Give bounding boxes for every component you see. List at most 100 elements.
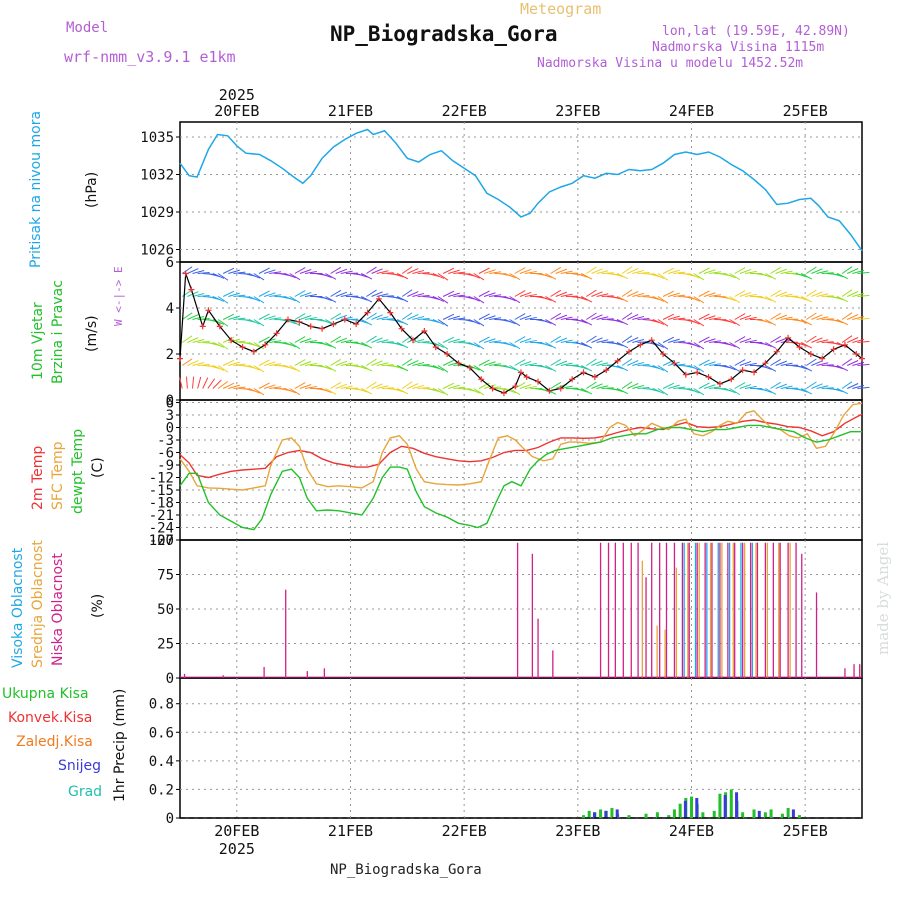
wind-barb [524,339,537,343]
wind-barb [811,268,823,274]
wind-barb [396,342,409,349]
wind-barb [253,342,265,350]
wind-speed-marker [853,351,860,357]
wind-barb [555,268,568,274]
snow-bar [735,792,739,818]
wind-barb [739,268,752,274]
wind-barb [483,292,496,297]
wind-barb [253,388,265,396]
wind-barb [611,365,624,370]
wind-barb [468,296,480,302]
wind-barb [299,269,312,274]
wind-barb [197,271,210,274]
y-tick-label: 0.2 [149,782,174,798]
wind-barb [698,336,710,343]
total-rain-bar [690,796,693,818]
wind-barb [765,388,777,395]
wind-barb [724,319,736,325]
wind-barb [852,315,865,320]
wind-barb [780,362,793,366]
wind-barb [468,273,480,279]
wind-barb [800,365,813,372]
wind-barb [330,289,342,297]
total-rain-bar [712,810,716,818]
wind-barb [356,296,368,301]
wind-barb [662,336,675,343]
wind-speed-marker [614,357,621,364]
wind-barb [693,319,705,327]
wind-barb [391,388,404,393]
total-rain-bar [627,815,631,818]
wind-barb [263,361,276,366]
product-title: Meteogram [520,0,602,18]
x-date-label-top: 23FEB [555,102,600,120]
wind-speed-marker [444,351,451,357]
wind-barb [325,273,337,280]
wind-barb [724,388,736,394]
wind-barb [662,313,675,320]
wind-barb [765,319,777,326]
wind-barb [371,268,383,274]
wind-barb [478,290,490,297]
wind-barb [489,363,502,366]
wind-barb [371,337,383,343]
wind-barb [396,319,409,326]
wind-barb [417,340,430,343]
wind-barb [432,365,445,371]
wind-barb [289,296,301,304]
wind-barb [330,266,342,274]
wind-barb [800,388,813,395]
wind-barb [340,339,353,343]
total-rain-bar [763,812,767,818]
wind-barb [325,296,337,303]
wind-barb [396,273,409,280]
wind-barb [545,296,557,303]
wind-barb [468,319,480,325]
wind-barb [575,319,588,324]
y-tick-label: 50 [157,602,174,618]
wind-speed-marker [523,374,530,380]
wind-barb [258,267,270,274]
wind-barb [847,291,859,297]
wind-barb [376,339,389,343]
wind-barb [366,358,377,366]
wind-barb [187,337,199,343]
wind-barb [432,296,445,302]
wind-barb [616,365,629,372]
y-tick-label: 100 [149,533,174,549]
wind-barb [330,312,342,320]
wind-barb [417,271,430,274]
wind-barb [724,342,736,348]
y-tick-label: 0 [166,421,174,437]
wind-barb [744,339,757,343]
wind-barb [780,316,793,320]
wind-barb [611,342,624,347]
wind-barb [335,383,348,389]
total-rain-bar [667,815,671,818]
wind-barb [366,266,377,274]
wind-barb [504,342,516,348]
wind-barb [340,270,353,274]
wind-barb [258,382,270,389]
wind-barb [371,383,383,389]
wind-barb [248,388,261,394]
wind-barb [555,360,568,366]
wind-barb [320,319,332,324]
wind-speed-marker [705,374,712,380]
total-rain-bar [769,809,773,818]
wind-barb [299,338,312,343]
wind-barb [739,291,752,297]
wind-barb [284,319,296,325]
wind-speed-marker [398,325,405,332]
wind-barb [228,315,240,320]
wind-barb [550,335,562,343]
wind-barb [632,338,645,343]
wind-barb [299,315,312,320]
wind-barb [637,271,650,274]
wind-speed-marker [603,367,610,374]
wind-barb [356,273,368,278]
total-rain-bar [718,793,722,818]
wind-barb [847,360,859,366]
wind-barb [504,365,516,371]
wind-barb [361,273,373,280]
